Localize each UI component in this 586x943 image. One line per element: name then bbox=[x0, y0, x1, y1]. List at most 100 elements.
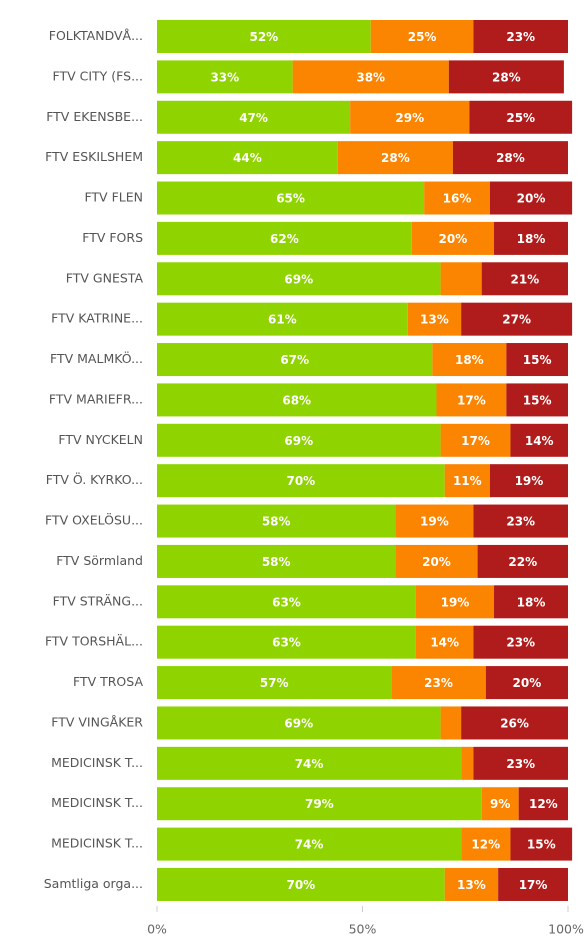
value-label: 28% bbox=[492, 70, 521, 84]
value-label: 23% bbox=[424, 676, 453, 690]
value-label: 68% bbox=[282, 393, 311, 407]
value-label: 20% bbox=[439, 232, 468, 246]
value-label: 69% bbox=[284, 272, 313, 286]
bar-segment bbox=[157, 181, 425, 215]
bar-segment bbox=[157, 343, 433, 377]
bar-segment bbox=[444, 464, 490, 498]
category-label: FTV ESKILSHEM bbox=[45, 149, 143, 164]
value-label: 25% bbox=[408, 30, 437, 44]
value-label: 23% bbox=[506, 757, 535, 771]
value-label: 69% bbox=[284, 716, 313, 730]
value-label: 29% bbox=[395, 111, 424, 125]
bar-segment bbox=[157, 262, 441, 296]
bar-segment bbox=[489, 464, 568, 498]
bar-segment bbox=[157, 60, 293, 94]
value-label: 52% bbox=[249, 30, 278, 44]
bar-segment bbox=[481, 787, 519, 821]
bar-segment bbox=[157, 504, 396, 538]
bar-segment bbox=[157, 787, 482, 821]
bar-segment bbox=[452, 141, 568, 175]
category-label: FTV STRÄNG... bbox=[53, 593, 143, 608]
bar-segment bbox=[477, 544, 568, 578]
value-label: 15% bbox=[527, 838, 556, 852]
value-label: 18% bbox=[517, 232, 546, 246]
bar-segment bbox=[489, 181, 573, 215]
bar-segment bbox=[157, 141, 338, 175]
category-label: FTV EKENSBE... bbox=[46, 109, 143, 124]
bar-segment bbox=[415, 585, 495, 619]
x-tick-label: 0% bbox=[147, 922, 167, 937]
value-label: 61% bbox=[268, 313, 297, 327]
category-label: FTV Sörmland bbox=[56, 553, 143, 568]
value-label: 38% bbox=[356, 70, 385, 84]
bar-segment bbox=[461, 746, 474, 780]
value-label: 20% bbox=[517, 192, 546, 206]
bar-segment bbox=[157, 302, 408, 336]
bar-segment bbox=[461, 706, 568, 740]
value-label: 69% bbox=[284, 434, 313, 448]
bar-segment bbox=[370, 20, 474, 53]
value-label: 62% bbox=[270, 232, 299, 246]
value-label: 58% bbox=[262, 555, 291, 569]
value-label: 14% bbox=[525, 434, 554, 448]
value-label: 15% bbox=[523, 393, 552, 407]
bar-segment bbox=[494, 221, 568, 255]
bar-segment bbox=[407, 302, 462, 336]
value-label: 17% bbox=[461, 434, 490, 448]
x-tick-label: 100% bbox=[548, 922, 584, 937]
value-label: 19% bbox=[515, 474, 544, 488]
value-label: 9% bbox=[490, 797, 510, 811]
value-label: 44% bbox=[233, 151, 262, 165]
bar-segment bbox=[157, 827, 462, 861]
category-label: FTV NYCKELN bbox=[58, 432, 143, 447]
bar-segment bbox=[157, 383, 437, 417]
bar-segment bbox=[395, 504, 474, 538]
value-label: 12% bbox=[529, 797, 558, 811]
category-label: MEDICINSK T... bbox=[51, 836, 143, 851]
bar-segment bbox=[157, 423, 441, 457]
bar-segment bbox=[440, 423, 511, 457]
value-label: 28% bbox=[496, 151, 525, 165]
bar-segment bbox=[157, 746, 462, 780]
bar-segment bbox=[473, 625, 568, 659]
value-label: 27% bbox=[502, 313, 531, 327]
category-label: FOLKTANDVÅ... bbox=[49, 28, 143, 43]
bar-segment bbox=[350, 100, 470, 134]
bar-segment bbox=[510, 827, 573, 861]
bar-segment bbox=[157, 666, 392, 700]
value-label: 12% bbox=[471, 838, 500, 852]
value-label: 19% bbox=[420, 515, 449, 529]
category-label: FTV MALMKÖ... bbox=[50, 350, 143, 366]
value-label: 26% bbox=[500, 716, 529, 730]
value-label: 74% bbox=[295, 838, 324, 852]
bar-segment bbox=[518, 787, 568, 821]
bar-segment bbox=[481, 262, 568, 296]
bar-segment bbox=[473, 746, 568, 780]
value-label: 23% bbox=[506, 30, 535, 44]
value-label: 63% bbox=[272, 595, 301, 609]
value-label: 70% bbox=[286, 474, 315, 488]
category-label: FTV Ö. KYRKO... bbox=[46, 471, 143, 487]
bar-segment bbox=[494, 585, 568, 619]
bar-segment bbox=[415, 625, 474, 659]
bar-segment bbox=[506, 383, 568, 417]
value-label: 14% bbox=[430, 636, 459, 650]
value-label: 23% bbox=[506, 636, 535, 650]
category-label: MEDICINSK T... bbox=[51, 755, 143, 770]
bar-segment bbox=[461, 302, 573, 336]
value-label: 79% bbox=[305, 797, 334, 811]
value-label: 20% bbox=[513, 676, 542, 690]
bar-segment bbox=[395, 544, 478, 578]
value-label: 67% bbox=[280, 353, 309, 367]
bar-segment bbox=[448, 60, 564, 94]
bar-segment bbox=[510, 423, 568, 457]
value-label: 25% bbox=[506, 111, 535, 125]
value-label: 28% bbox=[381, 151, 410, 165]
bar-segment bbox=[157, 221, 412, 255]
category-label: FTV TORSHÄL... bbox=[45, 634, 143, 649]
bar-segment bbox=[485, 666, 568, 700]
value-label: 17% bbox=[519, 878, 548, 892]
value-label: 74% bbox=[295, 757, 324, 771]
bar-segment bbox=[473, 20, 568, 53]
